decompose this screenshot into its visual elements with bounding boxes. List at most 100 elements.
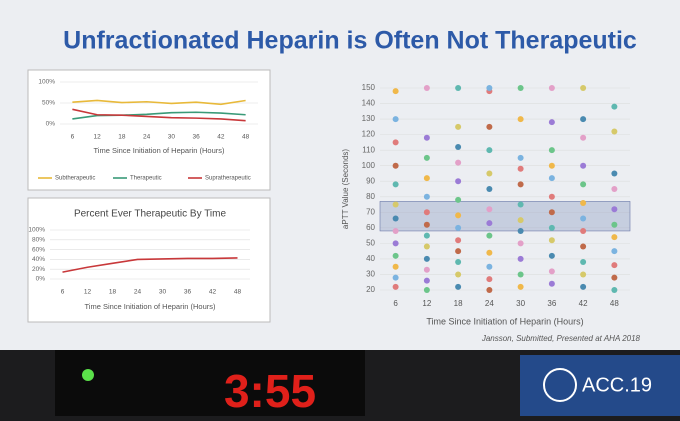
scatter-point: [548, 85, 555, 91]
scatter-point: [455, 283, 462, 290]
y-tick-label: 70: [366, 207, 375, 216]
y-tick-label: 140: [362, 99, 376, 108]
scatter-point: [486, 287, 493, 293]
scatter-point: [486, 206, 493, 213]
scatter-point: [392, 283, 399, 290]
series-line: [72, 99, 246, 106]
series-line: [72, 108, 246, 122]
scatter-point: [580, 259, 587, 266]
scatter-point: [486, 186, 493, 192]
scatter-point: [611, 274, 618, 281]
scatter-point: [517, 85, 524, 91]
scatter-point: [486, 123, 493, 130]
scatter-point: [486, 220, 493, 227]
scatter-point: [423, 85, 430, 91]
scatter-point: [486, 147, 493, 154]
scatter-point: [517, 255, 524, 262]
scatter-point: [486, 85, 493, 91]
scatter-point: [517, 181, 524, 188]
scatter-point: [548, 268, 555, 275]
scatter-point: [455, 212, 462, 219]
scatter-point: [580, 134, 587, 141]
scatter-point: [455, 271, 462, 278]
scatter-point: [423, 277, 430, 284]
scatter-point: [455, 123, 462, 130]
scatter-point: [455, 259, 462, 266]
scatter-point: [548, 280, 555, 287]
timer-light: [82, 369, 94, 381]
scatter-point: [423, 232, 430, 239]
x-tick-label: 18: [118, 134, 126, 141]
shaded-range: [379, 201, 631, 232]
x-tick-label: 42: [217, 134, 225, 141]
scatter-point: [517, 240, 524, 247]
logo-seal: [543, 368, 577, 402]
x-tick-label: 18: [454, 299, 463, 308]
scatter-point: [392, 252, 399, 259]
scatter-point: [392, 240, 399, 247]
scatter-point: [486, 170, 493, 177]
x-tick-label: 6: [71, 134, 75, 141]
legend-label: Subtherapeutic: [55, 176, 95, 182]
scatter-point: [517, 154, 524, 161]
x-tick-label: 36: [184, 289, 192, 296]
x-tick-label: 24: [134, 289, 142, 296]
series-line: [62, 257, 238, 273]
y-tick-label: 110: [362, 145, 375, 154]
y-tick-label: 0%: [36, 276, 46, 283]
y-tick-label: 80%: [32, 237, 45, 244]
scatter-point: [517, 217, 524, 224]
y-axis-label: aPTT Value (Seconds): [341, 149, 350, 230]
scatter-point: [455, 159, 462, 166]
scatter-point: [423, 134, 430, 141]
scatter-point: [580, 227, 587, 234]
scatter-point: [548, 252, 555, 259]
y-tick-label: 150: [362, 83, 376, 92]
x-axis-label: Time Since Initiation of Heparin (Hours): [426, 316, 583, 326]
scatter-point: [423, 175, 430, 182]
scatter-point: [517, 201, 524, 208]
scatter-point: [455, 144, 462, 151]
scatter-point: [423, 154, 430, 161]
scatter-point: [580, 199, 587, 206]
y-tick-label: 90: [366, 176, 375, 185]
scatter-point: [423, 266, 430, 273]
scatter-point: [548, 162, 555, 169]
scatter-point: [392, 116, 399, 123]
scatter-point: [580, 116, 587, 123]
scatter-point: [611, 206, 618, 213]
y-tick-label: 50%: [42, 100, 55, 107]
citation: Jansson, Submitted, Presented at AHA 201…: [481, 334, 641, 343]
logo-text: ACC.19: [582, 374, 652, 396]
scatter-point: [486, 249, 493, 256]
scatter-point: [548, 193, 555, 200]
scatter-point: [455, 85, 462, 91]
x-tick-label: 30: [516, 299, 525, 308]
scatter-point: [580, 271, 587, 278]
scatter-point: [548, 224, 555, 231]
y-tick-label: 130: [362, 114, 376, 123]
scatter-point: [611, 221, 618, 228]
x-tick-label: 30: [159, 289, 167, 296]
y-tick-label: 20%: [32, 266, 45, 273]
scatter-point: [455, 224, 462, 231]
scatter-point: [611, 170, 618, 177]
legend-label: Therapeutic: [130, 176, 162, 182]
scatter-point: [455, 178, 462, 185]
scatter-point: [517, 116, 524, 123]
y-tick-label: 0%: [46, 121, 56, 128]
x-tick-label: 42: [209, 289, 217, 296]
y-tick-label: 40%: [32, 256, 45, 263]
scatter-point: [392, 201, 399, 208]
scatter-point: [517, 283, 524, 290]
scatter-point: [486, 263, 493, 270]
scatter-point: [611, 186, 618, 192]
y-tick-label: 50: [366, 238, 375, 247]
scatter-point: [392, 274, 399, 281]
scatter-point: [580, 162, 587, 169]
y-tick-label: 30: [366, 270, 375, 279]
legend-label: Supratherapeutic: [205, 176, 251, 182]
scatter-point: [392, 227, 399, 234]
x-tick-label: 48: [242, 134, 250, 141]
